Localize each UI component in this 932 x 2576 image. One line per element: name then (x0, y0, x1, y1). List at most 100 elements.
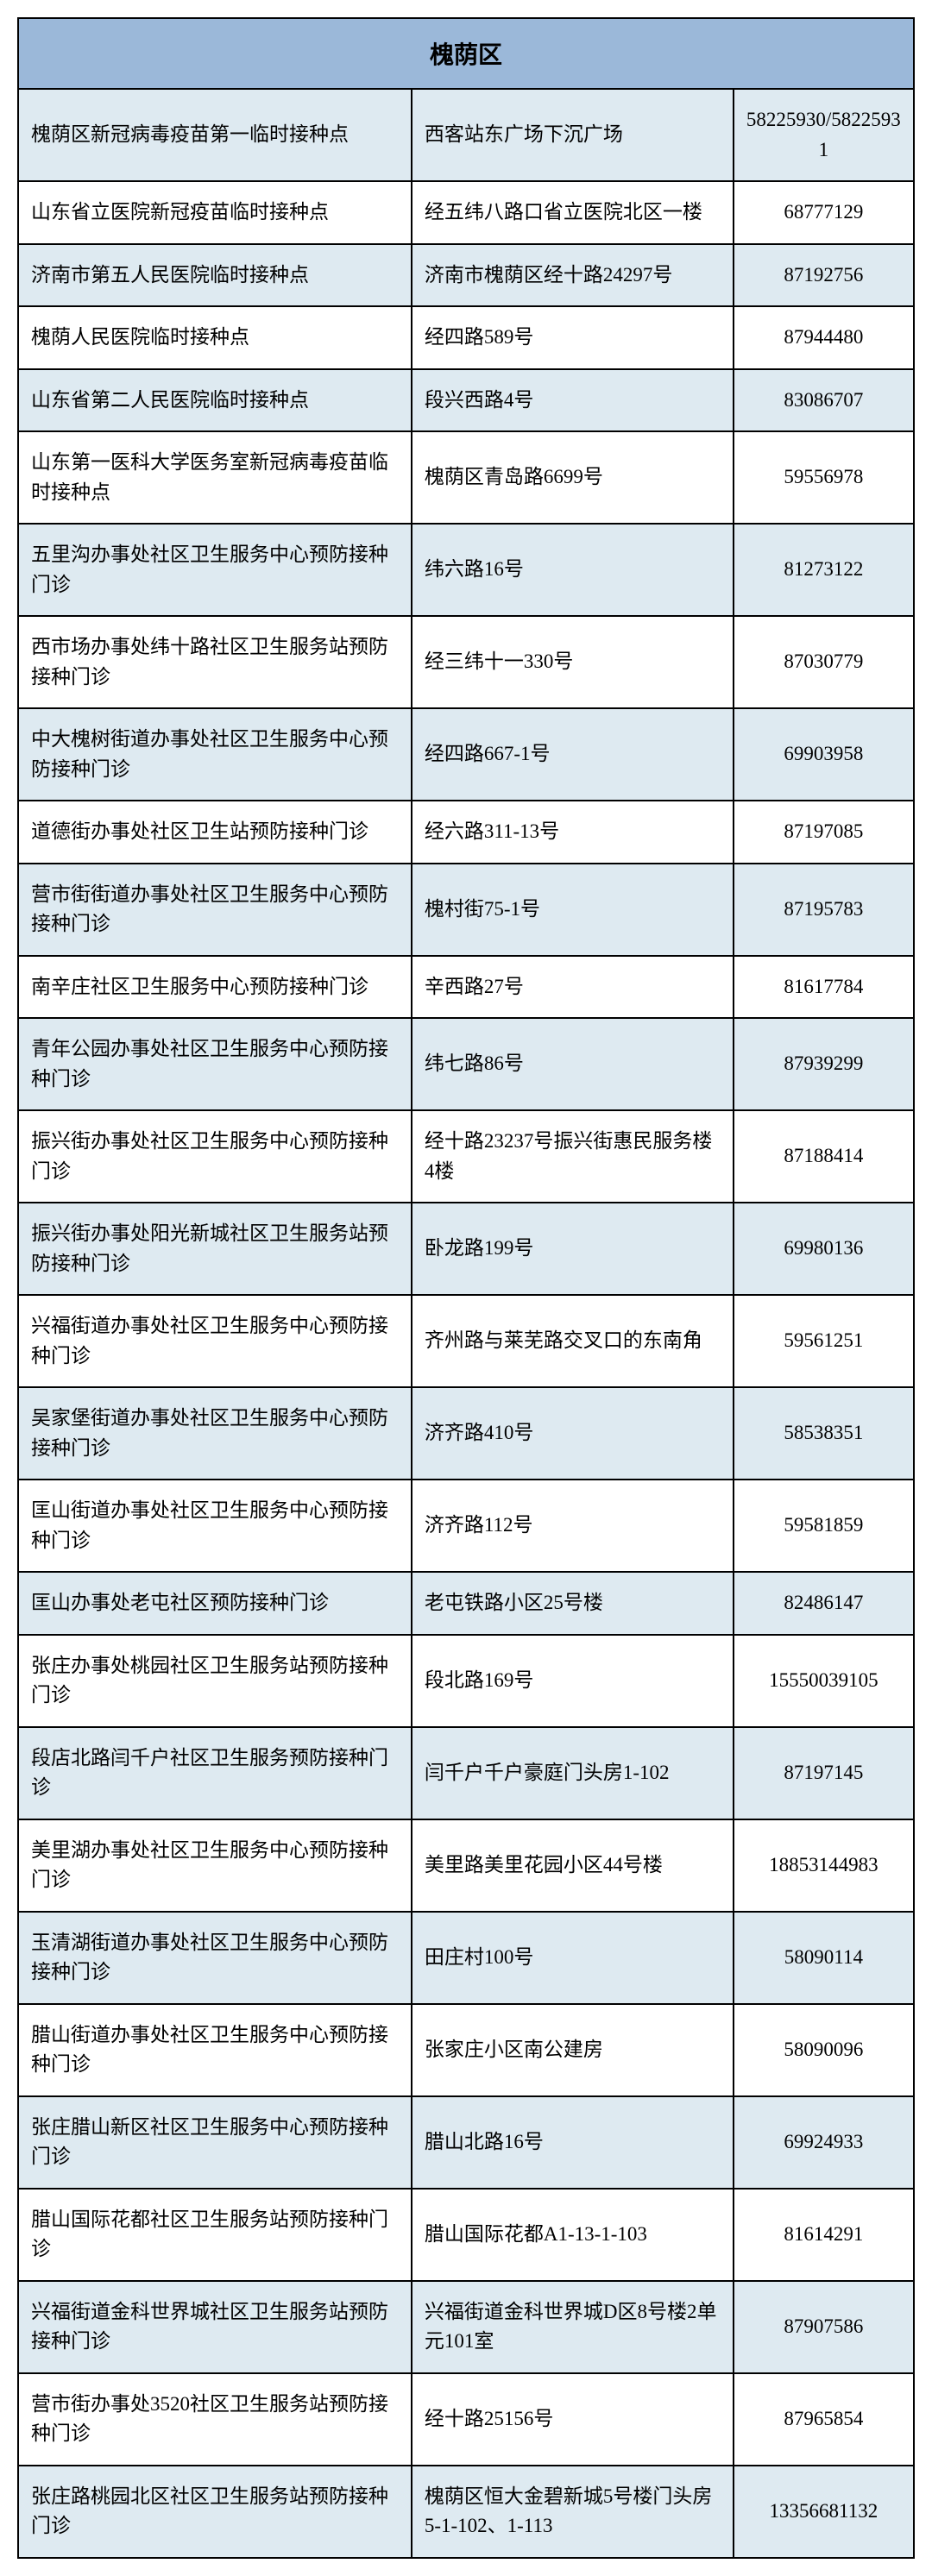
site-address-cell: 辛西路27号 (412, 957, 734, 1018)
site-name-cell: 张庄办事处桃园社区卫生服务站预防接种门诊 (19, 1636, 412, 1726)
site-address-cell: 经四路667-1号 (412, 709, 734, 800)
site-name-cell: 张庄路桃园北区社区卫生服务站预防接种门诊 (19, 2466, 412, 2557)
site-address-cell: 闫千户千户豪庭门头房1-102 (412, 1728, 734, 1819)
site-address-cell: 西客站东广场下沉广场 (412, 90, 734, 180)
site-address-cell: 济南市槐荫区经十路24297号 (412, 245, 734, 306)
site-name-cell: 吴家堡街道办事处社区卫生服务中心预防接种门诊 (19, 1388, 412, 1479)
site-name-cell: 兴福街道办事处社区卫生服务中心预防接种门诊 (19, 1296, 412, 1386)
table-row: 营市街办事处3520社区卫生服务站预防接种门诊经十路25156号87965854 (19, 2374, 913, 2466)
site-address-cell: 槐荫区青岛路6699号 (412, 432, 734, 523)
site-name-cell: 美里湖办事处社区卫生服务中心预防接种门诊 (19, 1820, 412, 1911)
site-phone-cell: 81614291 (734, 2190, 913, 2280)
site-name-cell: 道德街办事处社区卫生站预防接种门诊 (19, 801, 412, 863)
site-name-cell: 营市街街道办事处社区卫生服务中心预防接种门诊 (19, 864, 412, 955)
site-name-cell: 槐荫区新冠病毒疫苗第一临时接种点 (19, 90, 412, 180)
site-phone-cell: 87197145 (734, 1728, 913, 1819)
table-row: 西市场办事处纬十路社区卫生服务站预防接种门诊经三纬十一330号87030779 (19, 617, 913, 709)
site-phone-cell: 87907586 (734, 2282, 913, 2372)
site-name-cell: 腊山街道办事处社区卫生服务中心预防接种门诊 (19, 2005, 412, 2095)
site-phone-cell: 58090114 (734, 1913, 913, 2003)
table-row: 槐荫区新冠病毒疫苗第一临时接种点西客站东广场下沉广场58225930/58225… (19, 90, 913, 182)
site-phone-cell: 87197085 (734, 801, 913, 863)
site-name-cell: 山东第一医科大学医务室新冠病毒疫苗临时接种点 (19, 432, 412, 523)
table-row: 张庄腊山新区社区卫生服务中心预防接种门诊腊山北路16号69924933 (19, 2097, 913, 2190)
table-row: 济南市第五人民医院临时接种点济南市槐荫区经十路24297号87192756 (19, 245, 913, 308)
site-phone-cell: 59556978 (734, 432, 913, 523)
site-name-cell: 山东省第二人民医院临时接种点 (19, 370, 412, 431)
table-row: 槐荫人民医院临时接种点经四路589号87944480 (19, 307, 913, 370)
site-name-cell: 中大槐树街道办事处社区卫生服务中心预防接种门诊 (19, 709, 412, 800)
site-phone-cell: 87195783 (734, 864, 913, 955)
table-row: 山东省第二人民医院临时接种点段兴西路4号83086707 (19, 370, 913, 433)
site-address-cell: 经三纬十一330号 (412, 617, 734, 707)
site-address-cell: 段北路169号 (412, 1636, 734, 1726)
table-row: 南辛庄社区卫生服务中心预防接种门诊辛西路27号81617784 (19, 957, 913, 1020)
table-header: 槐荫区 (19, 19, 913, 90)
site-name-cell: 张庄腊山新区社区卫生服务中心预防接种门诊 (19, 2097, 412, 2188)
site-phone-cell: 69903958 (734, 709, 913, 800)
site-address-cell: 纬六路16号 (412, 525, 734, 615)
site-address-cell: 经五纬八路口省立医院北区一楼 (412, 182, 734, 243)
site-phone-cell: 82486147 (734, 1573, 913, 1634)
table-row: 吴家堡街道办事处社区卫生服务中心预防接种门诊济齐路410号58538351 (19, 1388, 913, 1480)
site-address-cell: 经十路25156号 (412, 2374, 734, 2465)
site-address-cell: 济齐路112号 (412, 1480, 734, 1571)
site-address-cell: 齐州路与莱芜路交叉口的东南角 (412, 1296, 734, 1386)
site-address-cell: 经六路311-13号 (412, 801, 734, 863)
site-address-cell: 田庄村100号 (412, 1913, 734, 2003)
site-phone-cell: 69980136 (734, 1203, 913, 1294)
vaccination-sites-table: 槐荫区 槐荫区新冠病毒疫苗第一临时接种点西客站东广场下沉广场58225930/5… (17, 17, 915, 2559)
site-address-cell: 纬七路86号 (412, 1019, 734, 1109)
site-phone-cell: 18853144983 (734, 1820, 913, 1911)
site-phone-cell: 58090096 (734, 2005, 913, 2095)
site-address-cell: 张家庄小区南公建房 (412, 2005, 734, 2095)
table-row: 营市街街道办事处社区卫生服务中心预防接种门诊槐村街75-1号87195783 (19, 864, 913, 957)
site-address-cell: 腊山国际花都A1-13-1-103 (412, 2190, 734, 2280)
table-row: 张庄路桃园北区社区卫生服务站预防接种门诊槐荫区恒大金碧新城5号楼门头房5-1-1… (19, 2466, 913, 2557)
table-row: 兴福街道金科世界城社区卫生服务站预防接种门诊兴福街道金科世界城D区8号楼2单元1… (19, 2282, 913, 2374)
table-row: 美里湖办事处社区卫生服务中心预防接种门诊美里路美里花园小区44号楼1885314… (19, 1820, 913, 1913)
site-phone-cell: 68777129 (734, 182, 913, 243)
site-phone-cell: 59561251 (734, 1296, 913, 1386)
table-row: 匡山办事处老屯社区预防接种门诊老屯铁路小区25号楼82486147 (19, 1573, 913, 1636)
site-address-cell: 经十路23237号振兴街惠民服务楼4楼 (412, 1111, 734, 1202)
site-phone-cell: 15550039105 (734, 1636, 913, 1726)
table-row: 中大槐树街道办事处社区卫生服务中心预防接种门诊经四路667-1号69903958 (19, 709, 913, 801)
table-row: 五里沟办事处社区卫生服务中心预防接种门诊纬六路16号81273122 (19, 525, 913, 617)
table-row: 匡山街道办事处社区卫生服务中心预防接种门诊济齐路112号59581859 (19, 1480, 913, 1573)
site-name-cell: 西市场办事处纬十路社区卫生服务站预防接种门诊 (19, 617, 412, 707)
site-name-cell: 腊山国际花都社区卫生服务站预防接种门诊 (19, 2190, 412, 2280)
site-address-cell: 老屯铁路小区25号楼 (412, 1573, 734, 1634)
site-name-cell: 槐荫人民医院临时接种点 (19, 307, 412, 368)
site-name-cell: 济南市第五人民医院临时接种点 (19, 245, 412, 306)
table-row: 玉清湖街道办事处社区卫生服务中心预防接种门诊田庄村100号58090114 (19, 1913, 913, 2005)
table-body: 槐荫区新冠病毒疫苗第一临时接种点西客站东广场下沉广场58225930/58225… (19, 90, 913, 2557)
site-address-cell: 槐村街75-1号 (412, 864, 734, 955)
table-row: 兴福街道办事处社区卫生服务中心预防接种门诊齐州路与莱芜路交叉口的东南角59561… (19, 1296, 913, 1388)
site-name-cell: 兴福街道金科世界城社区卫生服务站预防接种门诊 (19, 2282, 412, 2372)
site-phone-cell: 59581859 (734, 1480, 913, 1571)
site-name-cell: 匡山办事处老屯社区预防接种门诊 (19, 1573, 412, 1634)
table-row: 段店北路闫千户社区卫生服务预防接种门诊闫千户千户豪庭门头房1-102871971… (19, 1728, 913, 1820)
site-name-cell: 青年公园办事处社区卫生服务中心预防接种门诊 (19, 1019, 412, 1109)
site-phone-cell: 87939299 (734, 1019, 913, 1109)
site-name-cell: 玉清湖街道办事处社区卫生服务中心预防接种门诊 (19, 1913, 412, 2003)
site-address-cell: 经四路589号 (412, 307, 734, 368)
table-row: 腊山国际花都社区卫生服务站预防接种门诊腊山国际花都A1-13-1-1038161… (19, 2190, 913, 2282)
site-name-cell: 营市街办事处3520社区卫生服务站预防接种门诊 (19, 2374, 412, 2465)
site-address-cell: 段兴西路4号 (412, 370, 734, 431)
site-phone-cell: 13356681132 (734, 2466, 913, 2557)
site-phone-cell: 58538351 (734, 1388, 913, 1479)
table-row: 振兴街办事处社区卫生服务中心预防接种门诊经十路23237号振兴街惠民服务楼4楼8… (19, 1111, 913, 1203)
table-row: 腊山街道办事处社区卫生服务中心预防接种门诊张家庄小区南公建房58090096 (19, 2005, 913, 2097)
table-row: 张庄办事处桃园社区卫生服务站预防接种门诊段北路169号15550039105 (19, 1636, 913, 1728)
site-name-cell: 振兴街办事处社区卫生服务中心预防接种门诊 (19, 1111, 412, 1202)
table-row: 道德街办事处社区卫生站预防接种门诊经六路311-13号87197085 (19, 801, 913, 864)
site-phone-cell: 69924933 (734, 2097, 913, 2188)
site-address-cell: 槐荫区恒大金碧新城5号楼门头房5-1-102、1-113 (412, 2466, 734, 2557)
site-address-cell: 卧龙路199号 (412, 1203, 734, 1294)
table-row: 振兴街办事处阳光新城社区卫生服务站预防接种门诊卧龙路199号69980136 (19, 1203, 913, 1296)
site-name-cell: 匡山街道办事处社区卫生服务中心预防接种门诊 (19, 1480, 412, 1571)
site-name-cell: 山东省立医院新冠疫苗临时接种点 (19, 182, 412, 243)
site-phone-cell: 87030779 (734, 617, 913, 707)
